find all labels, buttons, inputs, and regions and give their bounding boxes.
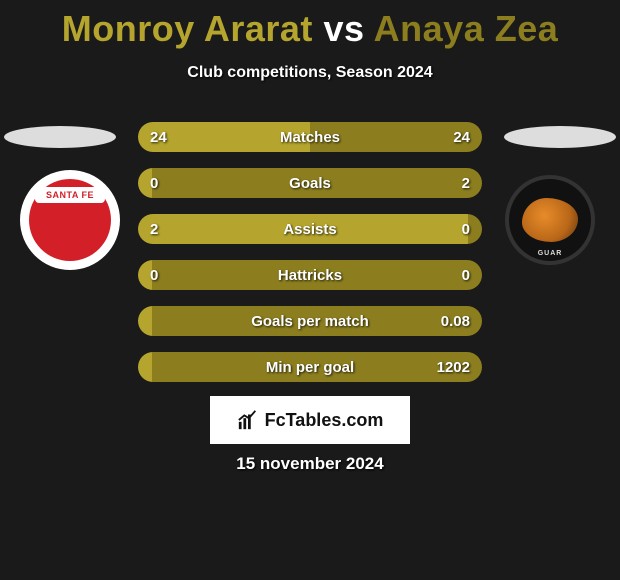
stat-left-value: 24 bbox=[138, 122, 179, 152]
stat-bar-row: 2424Matches bbox=[138, 122, 482, 152]
stat-bar-row: 1202Min per goal bbox=[138, 352, 482, 382]
stat-right-value: 2 bbox=[450, 168, 482, 198]
team-crest-left: SANTA FE bbox=[20, 170, 120, 270]
stat-left-value: 2 bbox=[138, 214, 170, 244]
stat-bars: 2424Matches02Goals20Assists00Hattricks0.… bbox=[138, 122, 482, 398]
player1-name: Monroy Ararat bbox=[62, 8, 313, 49]
stat-left-value: 0 bbox=[138, 260, 170, 290]
team-crest-right: GUAR bbox=[500, 170, 600, 270]
stat-right-value: 0 bbox=[450, 214, 482, 244]
vs-text: vs bbox=[323, 8, 364, 49]
footer-date: 15 november 2024 bbox=[0, 454, 620, 474]
crest-left-text: SANTA FE bbox=[35, 187, 105, 203]
stat-bar-right-segment bbox=[152, 260, 482, 290]
stat-right-value: 24 bbox=[441, 122, 482, 152]
crest-right-label: GUAR bbox=[538, 250, 563, 257]
branding-text: FcTables.com bbox=[265, 410, 384, 431]
stat-right-value: 0 bbox=[450, 260, 482, 290]
branding-chart-icon bbox=[237, 409, 259, 431]
stat-left-value bbox=[138, 352, 162, 382]
stat-bar-row: 0.08Goals per match bbox=[138, 306, 482, 336]
stat-left-value bbox=[138, 306, 162, 336]
stat-bar-right-segment bbox=[152, 168, 482, 198]
stat-bar-row: 00Hattricks bbox=[138, 260, 482, 290]
jaguar-crest-icon: GUAR bbox=[505, 175, 595, 265]
stat-bar-left-segment bbox=[138, 214, 468, 244]
stat-right-value: 1202 bbox=[425, 352, 482, 382]
comparison-title: Monroy Ararat vs Anaya Zea bbox=[0, 0, 620, 50]
subtitle: Club competitions, Season 2024 bbox=[0, 64, 620, 82]
branding-badge: FcTables.com bbox=[210, 396, 410, 444]
player2-name: Anaya Zea bbox=[374, 8, 559, 49]
stat-bar-row: 02Goals bbox=[138, 168, 482, 198]
stat-left-value: 0 bbox=[138, 168, 170, 198]
stat-right-value: 0.08 bbox=[429, 306, 482, 336]
shadow-ellipse-right bbox=[504, 126, 616, 148]
shadow-ellipse-left bbox=[4, 126, 116, 148]
santafe-crest-icon: SANTA FE bbox=[29, 179, 111, 261]
stat-bar-row: 20Assists bbox=[138, 214, 482, 244]
